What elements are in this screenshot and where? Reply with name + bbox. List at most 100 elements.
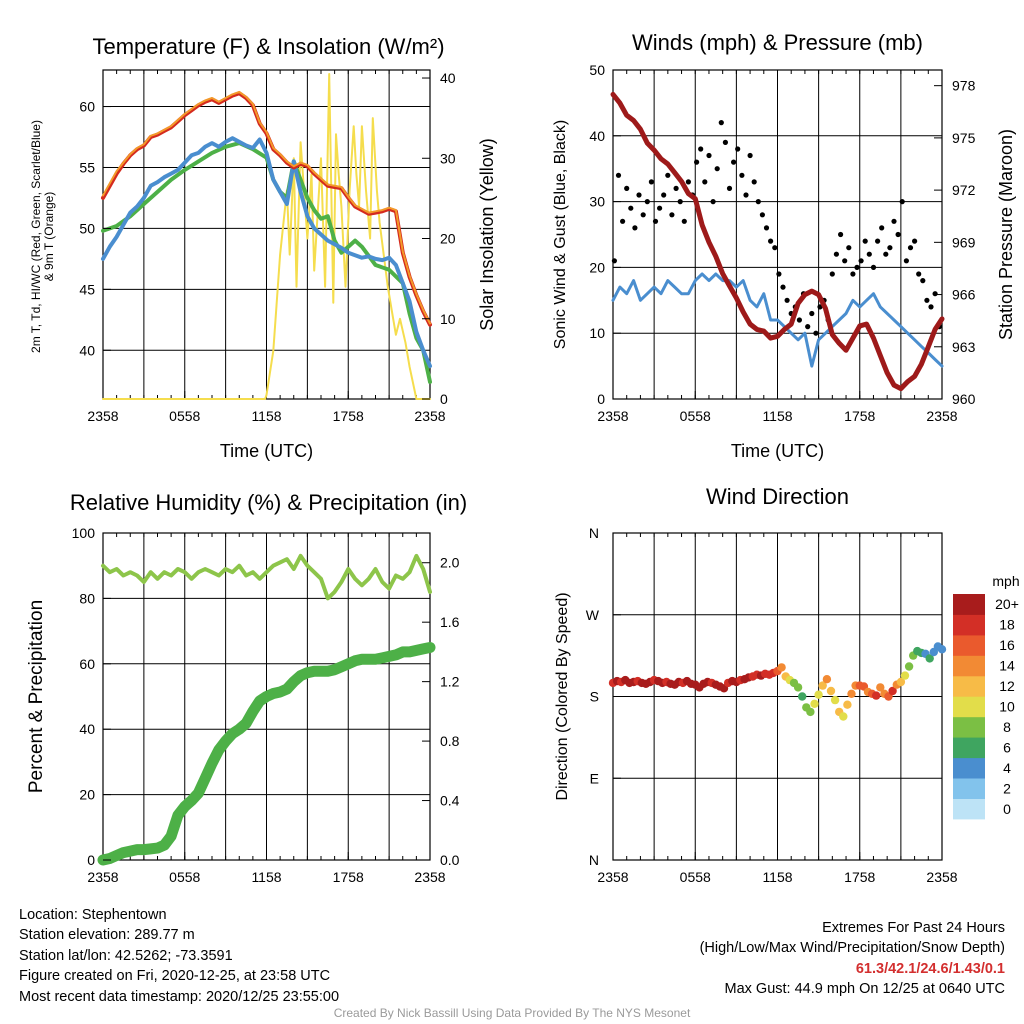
y2-tick-label: 0 — [440, 391, 448, 407]
direction-point — [872, 691, 881, 700]
gust-point — [912, 238, 918, 244]
y-tick-label: 45 — [79, 281, 95, 297]
direction-point — [843, 700, 852, 709]
direction-point — [904, 662, 914, 671]
y-tick-label: 50 — [79, 220, 95, 236]
y-tick-label: 40 — [79, 721, 95, 737]
y2-tick-label: 2.0 — [440, 555, 460, 571]
colorbar-label: 10 — [999, 699, 1015, 715]
extremes-description: (High/Low/Max Wind/Precipitation/Snow De… — [699, 940, 1005, 957]
y2-tick-label: 1.6 — [440, 614, 460, 630]
y-tick-label: 55 — [79, 159, 95, 175]
gust-point — [677, 199, 683, 205]
panel-title: Temperature (F) & Insolation (W/m²) — [92, 34, 444, 59]
direction-point — [818, 681, 827, 690]
gust-point — [784, 297, 790, 303]
panel-title: Relative Humidity (%) & Precipitation (i… — [70, 490, 467, 515]
colorbar-label: 8 — [1003, 719, 1011, 735]
x-tick-label: 1158 — [251, 869, 281, 885]
y-axis-label-line: 2m T, Td, HI/WC (Red, Green, Scarlet/Blu… — [29, 120, 43, 353]
colorbar-swatch — [953, 737, 985, 759]
y-tick-label: E — [590, 770, 599, 786]
colorbar-label: 20+ — [995, 596, 1019, 612]
y-tick-label: 0 — [87, 852, 95, 868]
x-tick-label: 2358 — [414, 869, 445, 885]
direction-point — [876, 683, 885, 692]
gust-point — [829, 271, 835, 277]
y-tick-label: W — [586, 607, 600, 623]
direction-point — [839, 712, 848, 721]
direction-point — [806, 707, 815, 717]
gust-point — [615, 172, 622, 178]
gust-point — [644, 199, 650, 205]
colorbar-swatch — [953, 675, 985, 697]
x-tick-label: 0558 — [169, 869, 200, 885]
colorbar-swatch — [953, 696, 985, 718]
panel-1: 2358 0558 1158 1758 2358 40 45 50 55 60 0 10 20 30 40 T… — [29, 34, 497, 461]
series-line-solar-insolation — [102, 73, 431, 400]
direction-point — [798, 692, 807, 701]
figure-created: Figure created on Fri, 2020-12-25, at 23… — [19, 968, 331, 985]
colorbar-label: 6 — [1003, 739, 1011, 755]
x-tick-label: 0558 — [680, 408, 711, 424]
gust-point — [726, 185, 733, 191]
x-tick-label: 1158 — [251, 408, 281, 424]
gust-point — [924, 297, 930, 303]
panel-3: 2358 0558 1158 1758 23580204060801000.00.40.… — [26, 490, 467, 885]
gust-point — [710, 199, 716, 205]
gust-point — [652, 218, 659, 224]
direction-point — [937, 645, 947, 654]
y-tick-label: 60 — [79, 656, 95, 672]
y2-tick-label: 10 — [440, 311, 456, 327]
colorbar-swatch — [953, 655, 985, 677]
gust-point — [796, 317, 803, 323]
gust-point — [661, 192, 667, 198]
panel-4: 2358 0558 1158 1758 2358 E N N S W Wind Direction D… — [554, 484, 958, 885]
gust-point — [813, 330, 819, 336]
y2-tick-label: 0.4 — [440, 793, 460, 809]
colorbar-title: mph — [992, 573, 1019, 589]
gust-point — [620, 218, 626, 224]
x-tick-label: 2358 — [597, 869, 628, 885]
gust-point — [698, 146, 704, 152]
x-axis-label: Time (UTC) — [220, 441, 313, 461]
series-line-precipitation — [97, 642, 436, 866]
gust-point — [833, 251, 840, 257]
x-tick-label: 2358 — [87, 408, 118, 424]
direction-point — [830, 695, 840, 705]
x-tick-label: 1758 — [844, 869, 875, 885]
series-line-9m-t — [102, 90, 431, 325]
colorbar-swatch — [953, 778, 985, 799]
y2-tick-label: 969 — [952, 234, 976, 250]
gust-point — [875, 238, 881, 244]
y-axis-label: Sonic Wind & Gust (Blue, Black) — [552, 120, 569, 349]
y2-axis-label: Solar Insolation (Yellow) — [477, 138, 497, 330]
gust-point — [673, 185, 679, 191]
direction-point — [826, 686, 836, 696]
series-line-hi-wc — [101, 136, 432, 369]
gust-point — [747, 152, 753, 159]
direction-point — [814, 690, 823, 699]
direction-point — [900, 671, 910, 680]
gust-point — [640, 212, 646, 218]
colorbar-swatch — [953, 716, 985, 738]
colorbar-swatch — [953, 757, 985, 779]
direction-point — [810, 699, 819, 708]
colorbar-label: 16 — [999, 637, 1015, 653]
gust-point — [887, 245, 893, 251]
gust-point — [763, 225, 770, 231]
gust-point — [883, 251, 889, 257]
gust-point — [772, 245, 778, 251]
y2-tick-label: 30 — [440, 150, 456, 166]
panel-2: 2358 0558 1158 1758 235801020304050960963966… — [552, 30, 1016, 461]
gust-point — [735, 146, 741, 152]
gust-point — [891, 218, 897, 224]
panel-title: Wind Direction — [706, 484, 849, 509]
gust-point — [920, 278, 926, 284]
gust-point — [739, 172, 745, 178]
y2-tick-label: 960 — [952, 391, 976, 407]
recent-timestamp: Most recent data timestamp: 2020/12/25 2… — [19, 988, 340, 1005]
gust-point — [842, 258, 848, 264]
gust-point — [879, 225, 885, 231]
gust-point — [685, 179, 692, 185]
